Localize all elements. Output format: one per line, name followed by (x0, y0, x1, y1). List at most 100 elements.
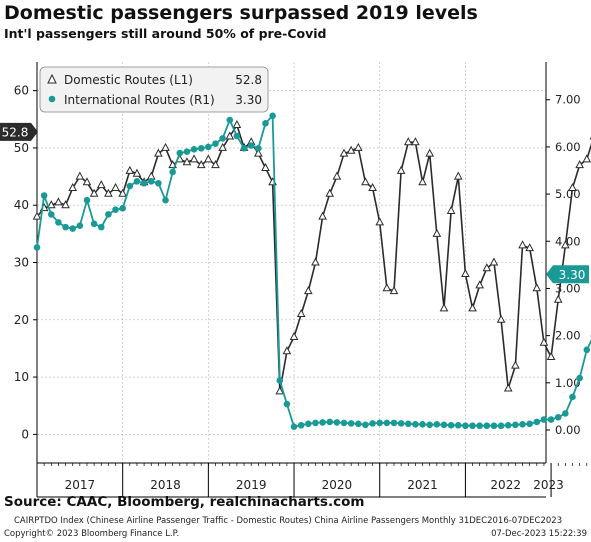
international-point (554, 413, 562, 421)
domestic-point (525, 243, 534, 252)
international-point (240, 145, 248, 152)
international-point (576, 374, 583, 382)
chart-subtitle: Int'l passengers still around 50% of pre… (4, 26, 327, 41)
international-point (190, 145, 198, 153)
international-point (404, 420, 412, 428)
international-point (283, 400, 291, 408)
right-tick-label: 6.00 (555, 140, 581, 154)
domestic-point (546, 351, 556, 361)
domestic-point (403, 137, 413, 146)
domestic-point (353, 142, 363, 151)
international-point (347, 420, 355, 427)
international-point (376, 419, 384, 427)
international-point (454, 421, 462, 429)
footnote-text: CAIRPTDO Index (Chinese Airline Passenge… (14, 516, 563, 526)
domestic-point (532, 283, 542, 292)
left-tick-label: 40 (14, 198, 29, 212)
international-point (205, 143, 212, 151)
legend-box (39, 66, 269, 113)
international-point (469, 422, 476, 430)
domestic-point (61, 200, 70, 209)
international-point (119, 204, 126, 212)
domestic-point (218, 142, 227, 151)
international-point (426, 421, 434, 429)
domestic-point (46, 200, 56, 209)
international-point (90, 220, 98, 228)
domestic-point (189, 154, 199, 163)
international-point (83, 196, 91, 204)
domestic-point (261, 162, 270, 171)
domestic-point (561, 240, 570, 249)
international-point (105, 211, 112, 218)
international-point (519, 421, 526, 428)
international-point (383, 419, 391, 427)
legend-domestic-name: Domestic Routes (L1) (64, 73, 193, 87)
international-point (212, 140, 219, 147)
domestic-point (54, 197, 63, 206)
international-point (490, 422, 498, 430)
left-tick-label: 0 (21, 427, 29, 441)
international-point (155, 179, 162, 187)
domestic-point (289, 331, 299, 340)
legend-domestic-marker (47, 73, 57, 84)
right-tick-label: 5.00 (555, 187, 581, 201)
international-point (462, 422, 469, 430)
international-point (497, 422, 505, 430)
x-tick-label: 2023 (533, 478, 564, 492)
copyright-text: Copyright© 2023 Bloomberg Finance L.P. (4, 529, 180, 539)
domestic-point (461, 268, 470, 277)
international-point (447, 421, 455, 429)
international-point (305, 420, 312, 428)
international-point (362, 421, 369, 429)
x-tick-label: 2018 (150, 478, 181, 492)
international-point (569, 393, 576, 401)
x-tick-label: 2022 (490, 478, 521, 492)
x-tick-label: 2021 (407, 478, 438, 492)
domestic-point (132, 168, 142, 177)
domestic-point (475, 280, 485, 289)
domestic-point (125, 165, 135, 174)
legend-international-marker (48, 95, 56, 103)
domestic-point (82, 177, 92, 186)
international-point (197, 145, 205, 152)
international-point (512, 421, 519, 429)
domestic-point (361, 177, 370, 186)
international-point (355, 420, 362, 428)
international-point (112, 206, 119, 213)
international-point (176, 149, 184, 157)
domestic-point (32, 211, 42, 220)
international-point (276, 377, 284, 384)
international-point (140, 179, 148, 187)
x-tick-label: 2019 (236, 478, 267, 492)
domestic-point (382, 283, 392, 292)
international-point (440, 421, 448, 429)
domestic-point (275, 386, 285, 395)
international-point (397, 420, 405, 427)
domestic-point (453, 171, 463, 180)
international-point (540, 416, 548, 423)
international-point (133, 178, 141, 185)
domestic-point (396, 165, 406, 174)
domestic-point (104, 188, 113, 197)
international-point (55, 219, 62, 226)
domestic-point (575, 160, 584, 169)
international-point (147, 178, 155, 185)
domestic-point (254, 148, 263, 157)
domestic-point (161, 142, 170, 151)
domestic-point (303, 286, 313, 295)
x-tick-label: 2017 (65, 478, 96, 492)
international-point (219, 135, 226, 142)
international-point (62, 223, 69, 231)
domestic-point (211, 160, 220, 169)
international-point (526, 420, 533, 428)
international-point (419, 421, 426, 428)
international-point (162, 196, 169, 204)
international-last-value-label: 3.30 (559, 268, 586, 282)
right-tick-label: 2.00 (555, 329, 581, 343)
right-tick-label: 7.00 (555, 93, 581, 107)
domestic-point (582, 154, 591, 163)
international-point (183, 148, 191, 155)
right-tick-label: 1.00 (555, 376, 581, 390)
domestic-point (432, 228, 442, 237)
domestic-point (568, 182, 577, 192)
